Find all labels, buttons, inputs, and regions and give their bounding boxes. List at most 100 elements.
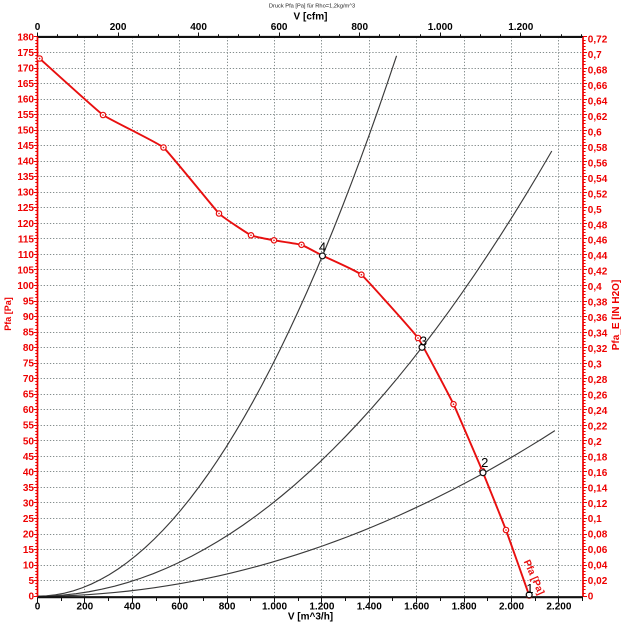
svg-text:180: 180: [17, 32, 34, 43]
svg-text:125: 125: [17, 203, 34, 214]
svg-text:1.200: 1.200: [508, 22, 533, 33]
svg-text:25: 25: [23, 514, 35, 525]
svg-text:2.000: 2.000: [499, 602, 524, 613]
svg-text:1.800: 1.800: [452, 602, 477, 613]
svg-text:400: 400: [124, 602, 141, 613]
svg-text:165: 165: [17, 79, 34, 90]
svg-text:110: 110: [18, 250, 35, 261]
svg-text:1.400: 1.400: [357, 602, 382, 613]
svg-text:0,24: 0,24: [588, 406, 608, 417]
svg-text:200: 200: [110, 22, 127, 33]
svg-text:140: 140: [17, 157, 34, 168]
svg-text:200: 200: [77, 602, 94, 613]
svg-text:120: 120: [17, 219, 34, 230]
svg-text:0: 0: [28, 592, 34, 603]
svg-text:0,34: 0,34: [588, 329, 608, 340]
svg-text:160: 160: [17, 95, 34, 106]
svg-text:0,56: 0,56: [588, 158, 608, 169]
svg-text:0,58: 0,58: [588, 143, 608, 154]
svg-text:0: 0: [35, 602, 41, 613]
svg-text:0,64: 0,64: [588, 96, 608, 107]
svg-text:600: 600: [171, 602, 188, 613]
svg-text:1.600: 1.600: [404, 602, 429, 613]
svg-text:0,14: 0,14: [588, 483, 608, 494]
svg-text:0,12: 0,12: [588, 499, 608, 510]
svg-text:2: 2: [481, 455, 488, 470]
svg-text:0,4: 0,4: [588, 282, 602, 293]
svg-text:150: 150: [17, 126, 34, 137]
svg-text:0,3: 0,3: [588, 360, 602, 371]
svg-text:0,42: 0,42: [588, 267, 608, 278]
svg-text:V [m^3/h]: V [m^3/h]: [288, 612, 333, 623]
svg-text:5: 5: [28, 576, 34, 587]
svg-text:0,08: 0,08: [588, 530, 608, 541]
svg-text:0,28: 0,28: [588, 375, 608, 386]
svg-text:0,44: 0,44: [588, 251, 608, 262]
svg-text:135: 135: [17, 172, 34, 183]
svg-text:95: 95: [23, 296, 35, 307]
svg-text:0,62: 0,62: [588, 112, 608, 123]
svg-text:600: 600: [271, 22, 288, 33]
svg-text:400: 400: [190, 22, 207, 33]
svg-text:20: 20: [23, 529, 35, 540]
svg-text:0,18: 0,18: [588, 452, 608, 463]
svg-text:155: 155: [17, 110, 34, 121]
svg-text:0,72: 0,72: [588, 35, 608, 46]
svg-text:0,16: 0,16: [588, 468, 608, 479]
svg-text:55: 55: [23, 421, 35, 432]
svg-text:800: 800: [351, 22, 368, 33]
svg-text:130: 130: [17, 188, 34, 199]
svg-text:800: 800: [219, 602, 236, 613]
svg-text:50: 50: [23, 436, 35, 447]
svg-text:0,22: 0,22: [588, 421, 608, 432]
svg-text:15: 15: [23, 545, 35, 556]
svg-text:75: 75: [23, 359, 35, 370]
svg-text:0,38: 0,38: [588, 298, 608, 309]
svg-text:145: 145: [17, 141, 34, 152]
svg-text:Pfa [Pa]: Pfa [Pa]: [3, 297, 13, 331]
svg-text:0,5: 0,5: [588, 205, 602, 216]
svg-text:0,6: 0,6: [588, 127, 602, 138]
svg-text:0: 0: [588, 592, 594, 603]
svg-text:0,46: 0,46: [588, 236, 608, 247]
svg-text:115: 115: [18, 234, 35, 245]
svg-text:0,52: 0,52: [588, 189, 608, 200]
svg-text:0,68: 0,68: [588, 66, 608, 77]
svg-text:0,48: 0,48: [588, 220, 608, 231]
svg-text:0,1: 0,1: [588, 514, 602, 525]
svg-text:70: 70: [23, 374, 35, 385]
svg-text:V [cfm]: V [cfm]: [294, 12, 328, 23]
svg-text:0,66: 0,66: [588, 81, 608, 92]
svg-text:1.000: 1.000: [262, 602, 287, 613]
svg-text:60: 60: [23, 405, 35, 416]
svg-text:0,36: 0,36: [588, 313, 608, 324]
svg-text:10: 10: [23, 561, 35, 572]
svg-text:35: 35: [23, 483, 35, 494]
svg-text:40: 40: [23, 467, 35, 478]
svg-text:85: 85: [23, 328, 35, 339]
svg-text:0,06: 0,06: [588, 545, 608, 556]
svg-text:80: 80: [23, 343, 35, 354]
svg-text:0,02: 0,02: [588, 576, 608, 587]
svg-text:0,04: 0,04: [588, 561, 608, 572]
svg-text:175: 175: [17, 48, 34, 59]
svg-text:1.200: 1.200: [309, 602, 334, 613]
svg-text:2.200: 2.200: [546, 602, 571, 613]
svg-text:4: 4: [319, 240, 326, 255]
svg-text:100: 100: [17, 281, 34, 292]
svg-text:90: 90: [23, 312, 35, 323]
svg-text:Pfa_E [IN H2O]: Pfa_E [IN H2O]: [611, 280, 622, 351]
svg-text:170: 170: [17, 63, 34, 74]
svg-text:1: 1: [526, 581, 533, 596]
svg-text:105: 105: [17, 265, 34, 276]
svg-text:0: 0: [35, 22, 41, 33]
svg-text:1.000: 1.000: [428, 22, 453, 33]
svg-text:65: 65: [23, 390, 35, 401]
svg-text:45: 45: [23, 452, 35, 463]
svg-text:30: 30: [23, 498, 35, 509]
svg-text:0,32: 0,32: [588, 344, 608, 355]
svg-text:0,26: 0,26: [588, 390, 608, 401]
svg-text:Druck Pfa [Pa] für Rho=1,2kg/m: Druck Pfa [Pa] für Rho=1,2kg/m^3: [269, 4, 355, 10]
svg-text:0,54: 0,54: [588, 174, 608, 185]
svg-text:0,7: 0,7: [588, 50, 602, 61]
